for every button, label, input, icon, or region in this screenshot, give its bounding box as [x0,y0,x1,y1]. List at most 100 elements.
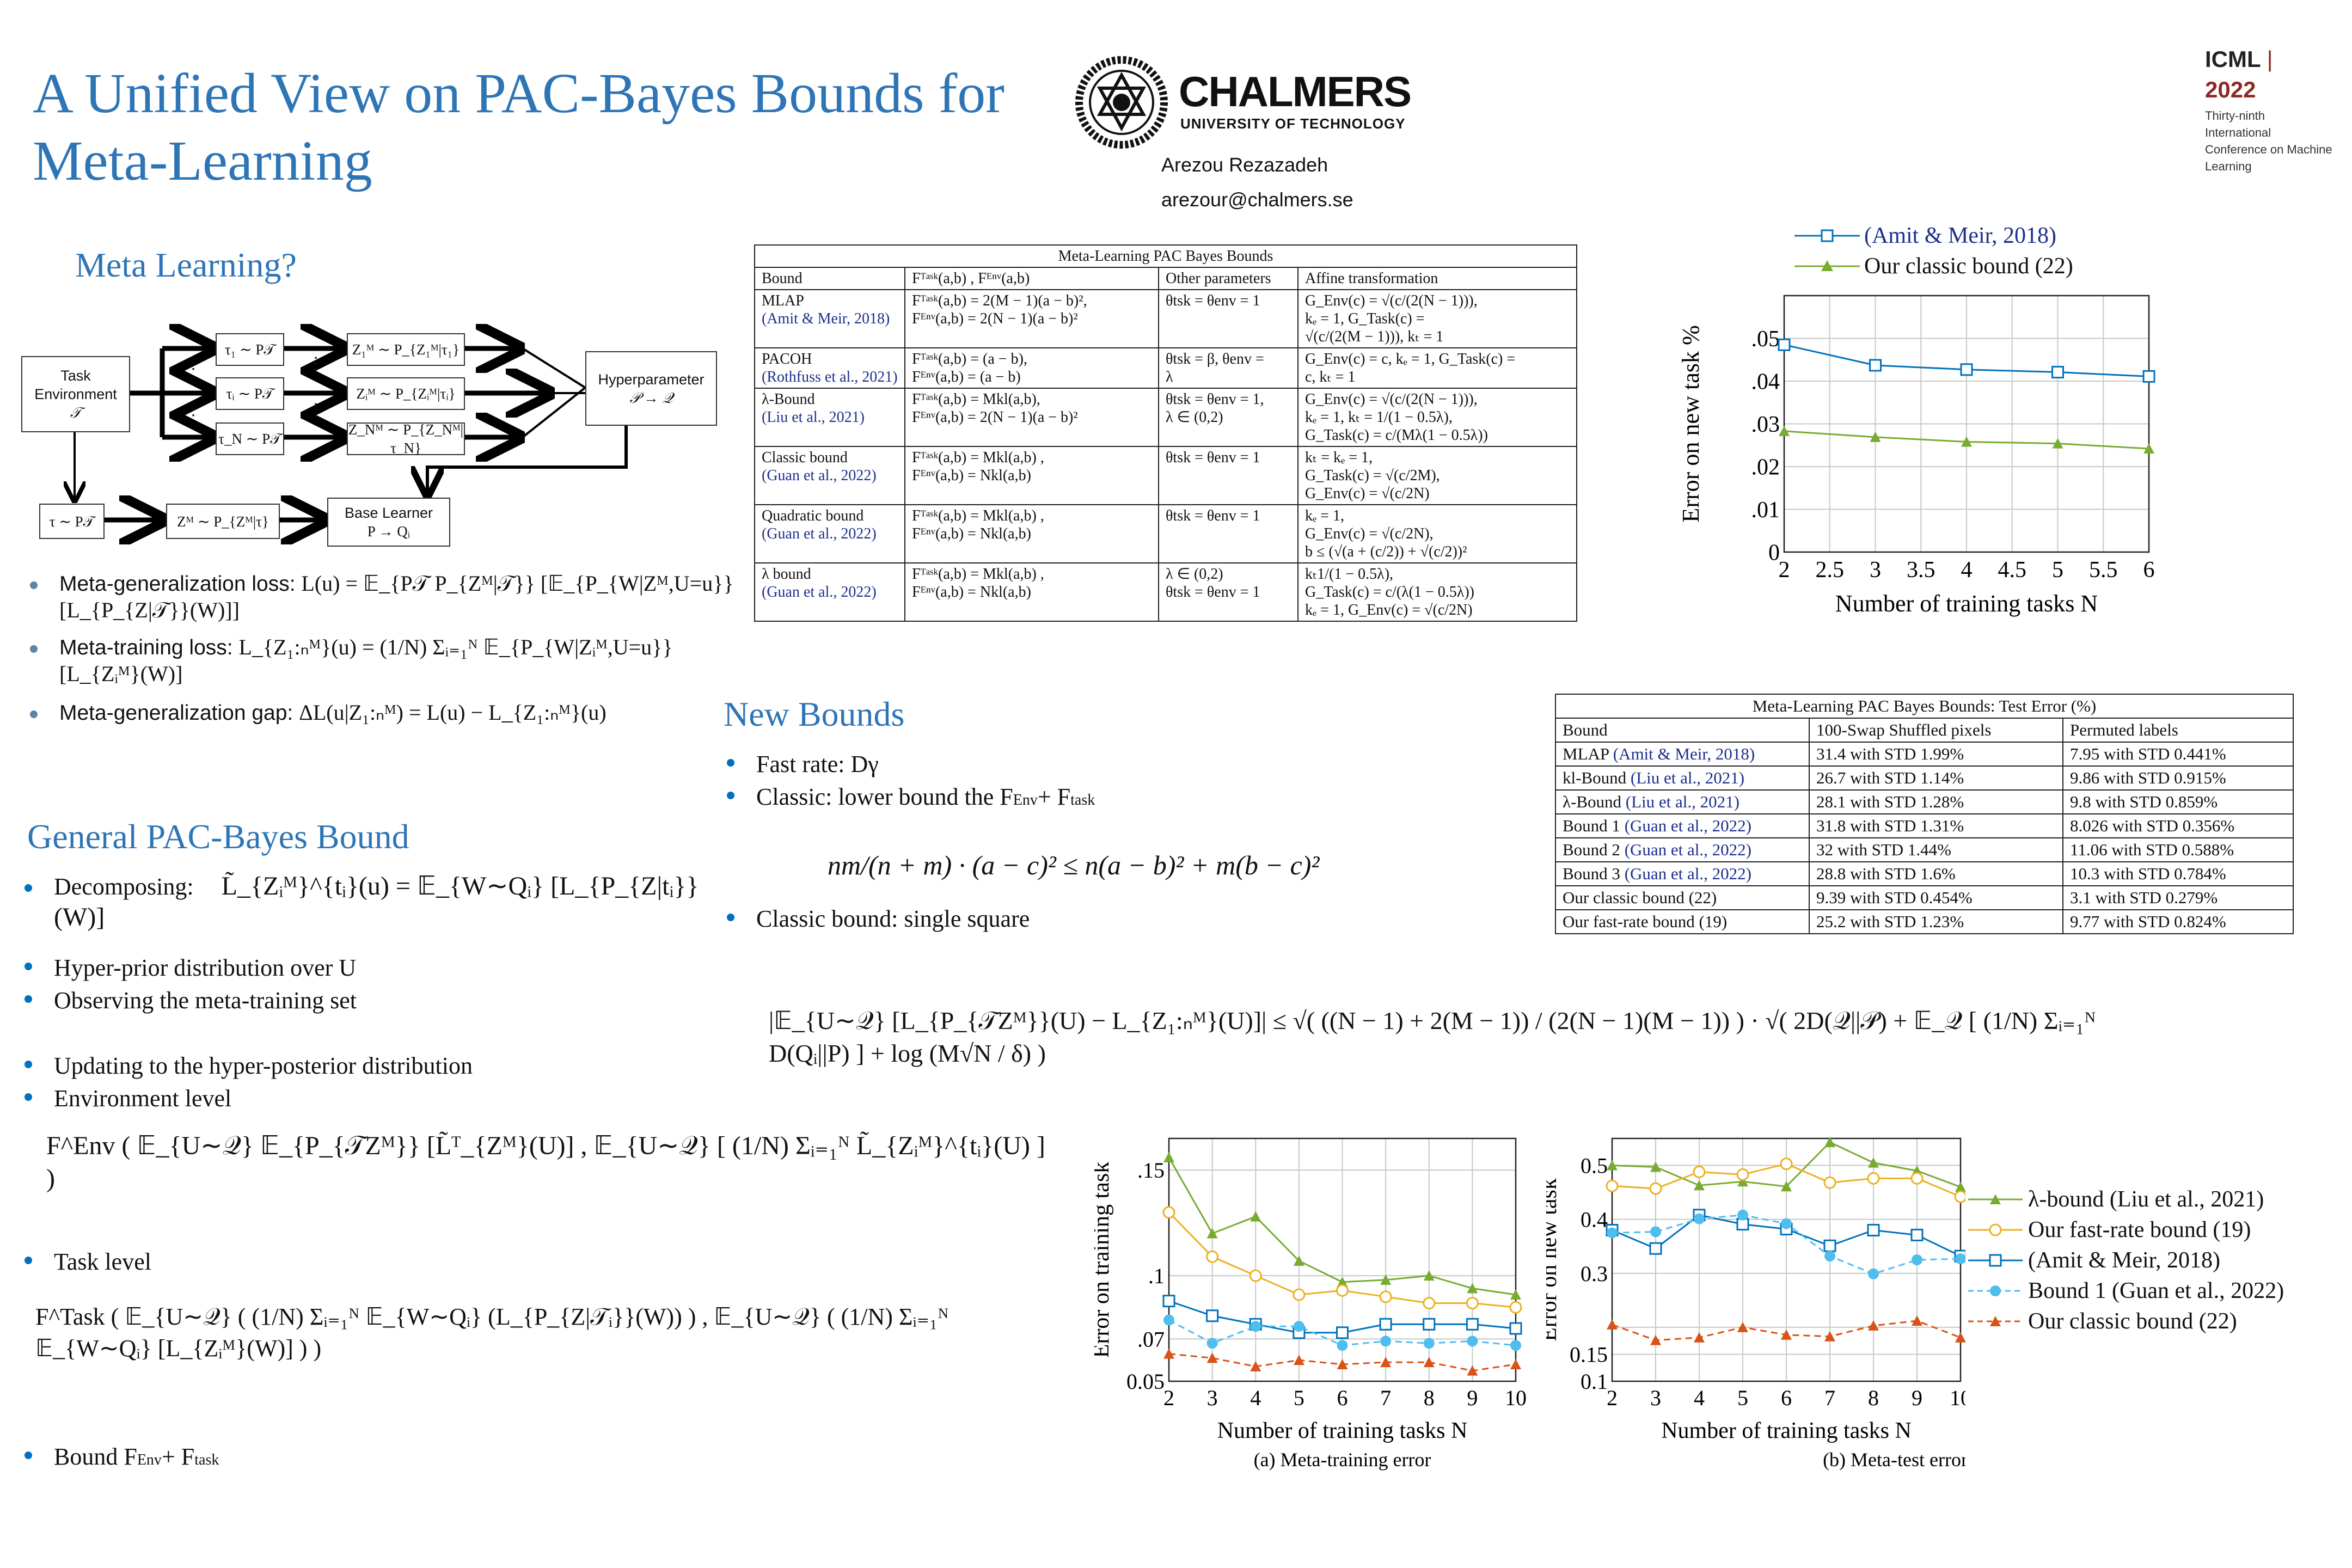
poster-title: A Unified View on PAC-Bayes Bounds for M… [33,60,1067,195]
column-header: Other parameters [1158,267,1298,290]
bullet-environment-level: Environment level [24,1085,231,1112]
chart-meta-training-error: 2 3 4 5 6 7 8 9 10 0.05 .07 .1 .15 Number of training… [1094,1137,1527,1471]
cell-line: Fᵀᵃˢᵏ(a,b) = 2(M − 1)(a − b)², [912,292,1087,309]
chart-error-new-task: 2 2.5 3 3.5 4 4.5 5 5.5 6 0 .01 .02 .03 .04 .05 Number … [1677,295,2155,617]
y-tick-label: 0.15 [1570,1342,1608,1367]
data-point [1910,1172,1924,1185]
legend-item: (Amit & Meir, 2018) [1968,1245,2284,1276]
cell-line: θtsk = θenv = 1 [1166,449,1260,466]
data-point [1649,1242,1662,1255]
citation-link[interactable]: (Amit & Meir, 2018) [1613,744,1755,763]
bullet-icon [727,792,734,799]
data-point [1293,1288,1306,1301]
bound-cell: Our fast-rate bound (19) [1555,909,1810,934]
zN-box: Z_Nᴹ ∼ P_{Z_Nᴹ|τ_N} [347,421,465,456]
shuffled-cell: 28.8 with STD 1.6% [1809,861,2063,886]
citation-link[interactable]: (Liu et al., 2021) [1625,792,1739,811]
bullet-label: Meta-generalization loss: [59,572,296,596]
bound-name: Our fast-rate bound (19) [1563,912,1728,931]
bullet-icon [24,1061,32,1068]
data-point [1955,1181,1965,1192]
citation-link[interactable]: (Amit & Meir, 2018) [762,310,890,327]
citation-link[interactable]: (Rothfuss et al., 2021) [762,369,898,385]
citation-link[interactable]: (Guan et al., 2022) [1624,864,1751,883]
y-axis-label: Error on training task [1094,1162,1114,1358]
f-cell: Fᵀᵃˢᵏ(a,b) = Mkl(a,b) , Fᴱⁿᵛ(a,b) = Nkl(a… [904,446,1159,505]
bullet-icon [24,1451,32,1459]
table-row: Quadratic bound (Guan et al., 2022) Fᵀᵃˢᵏ(… [754,504,1577,564]
cell-line: Fᴱⁿᵛ(a,b) = 2(N − 1)(a − b)² [912,310,1078,327]
plot-frame [1783,295,2150,553]
data-point [1206,1250,1219,1263]
bullet-label: Meta-generalization gap: [59,701,293,725]
box-label: Task [60,367,91,384]
x-axis-label: Number of training tasks N [1835,590,2098,617]
bullet-task-level: Task level [24,1248,151,1276]
column-header: Bound [754,267,905,290]
legend-item: Bound 1 (Guan et al., 2022) [1968,1276,2284,1306]
author-email[interactable]: arezour@chalmers.se [1161,188,1353,211]
bullet-decomposing: Decomposing: L̃_{Zᵢᴹ}^{tᵢ}(u) = 𝔼_{W∼Qᵢ}… [24,871,718,933]
cell-line: G_Env(c) = √(c/2N), [1305,525,1434,542]
y-axis-label: Error on new task [1546,1178,1561,1342]
data-point [1867,1172,1880,1185]
cell-line: θtsk = θenv = 1 [1166,507,1260,524]
bullet-label: + F [161,1443,195,1470]
chart-meta-test-error: 2 3 4 5 6 7 8 9 10 0.10.15 0.3 0.4 0.5 Number of trai… [1546,1136,1965,1471]
chalmers-subtitle: UNIVERSITY OF TECHNOLOGY [1180,115,1406,132]
x-tick-label: 2.5 [1816,558,1845,583]
column-header: Permuted labels [2062,718,2294,743]
bullet-fast-rate: Fast rate: Dγ [727,750,879,778]
table-row: Bound 1 (Guan et al., 2022) 31.8 with ST… [1555,813,2294,838]
data-point [1867,1223,1880,1236]
bullet-label: Classic: lower bound the F [756,783,1013,810]
bullet-label: Classic bound: single square [756,905,1030,932]
citation-link[interactable]: (Guan et al., 2022) [1624,816,1751,835]
data-point [1466,1318,1479,1331]
y-axis-label: Error on new task % [1677,325,1704,522]
legend-swatch-square-icon [1794,229,1860,242]
data-point [2052,438,2063,449]
citation-link[interactable]: (Guan et al., 2022) [762,584,877,601]
citation-link[interactable]: (Guan et al., 2022) [1624,840,1751,859]
icml-divider: | [2267,46,2273,72]
title-line-2: Meta-Learning [33,130,372,192]
cell-line: G_Task(c) = c/(Mλ(1 − 0.5λ)) [1305,427,1488,444]
y-tick-label: .1 [1148,1264,1165,1288]
data-point [1206,1338,1218,1349]
data-point [1379,1290,1392,1303]
citation-link[interactable]: (Guan et al., 2022) [762,467,877,484]
legend-label: λ-bound (Liu et al., 2021) [2028,1187,2264,1212]
superscript: Env [1013,792,1038,808]
cell-line: kₑ = 1, G_Env(c) = √(c/2N) [1305,602,1473,618]
cell-line: λ ∈ (0,2) [1166,566,1223,583]
citation-link[interactable]: (Liu et al., 2021) [762,409,865,426]
icml-name: ICML [2205,46,2261,72]
citation-link[interactable]: (Guan et al., 2022) [762,525,877,542]
square-inequality: nm/(n + m) · (a − c)² ≤ n(a − b)² + m(b … [828,850,1320,880]
legend-swatch-triangle-icon [1794,260,1860,271]
permuted-cell: 8.026 with STD 0.356% [2062,813,2294,838]
bullet-label: Meta-training loss: [59,636,233,659]
y-tick-label: 0.4 [1581,1208,1608,1232]
bullet-hyper-prior: Hyper-prior distribution over U [24,954,356,982]
legend-swatch-icon [1968,1194,2023,1204]
data-point [1467,1283,1478,1294]
tau1-box: τ₁ ∼ P𝒯 [216,333,284,366]
table-row: MLAP (Amit & Meir, 2018) Fᵀᵃˢᵏ(a,b) = 2(M … [754,289,1577,348]
data-point [1870,431,1881,442]
bounds-table: Meta-Learning PAC Bayes Bounds Bound Fᵀᵃ… [754,244,1577,622]
bound-cell: λ bound (Guan et al., 2022) [754,562,905,622]
data-point [1250,1211,1261,1222]
citation-link[interactable]: (Liu et al., 2021) [1630,768,1745,787]
affine-cell: G_Env(c) = √(c/(2(N − 1))), kₑ = 1, G_Tas… [1297,289,1577,348]
data-point [1380,1274,1392,1285]
data-point [1423,1338,1435,1349]
box-label: Hyperparameter [598,371,705,388]
column-header: Fᵀᵃˢᵏ(a,b) , Fᴱⁿᵛ(a,b) [904,267,1159,290]
data-point [1379,1318,1392,1331]
cell-line: kₑ = 1, G_Task(c) = [1305,310,1425,327]
x-tick-label: 3.5 [1907,558,1935,583]
cell-line: Fᵀᵃˢᵏ(a,b) = Mkl(a,b), [912,391,1040,408]
data-point [1868,1268,1879,1279]
